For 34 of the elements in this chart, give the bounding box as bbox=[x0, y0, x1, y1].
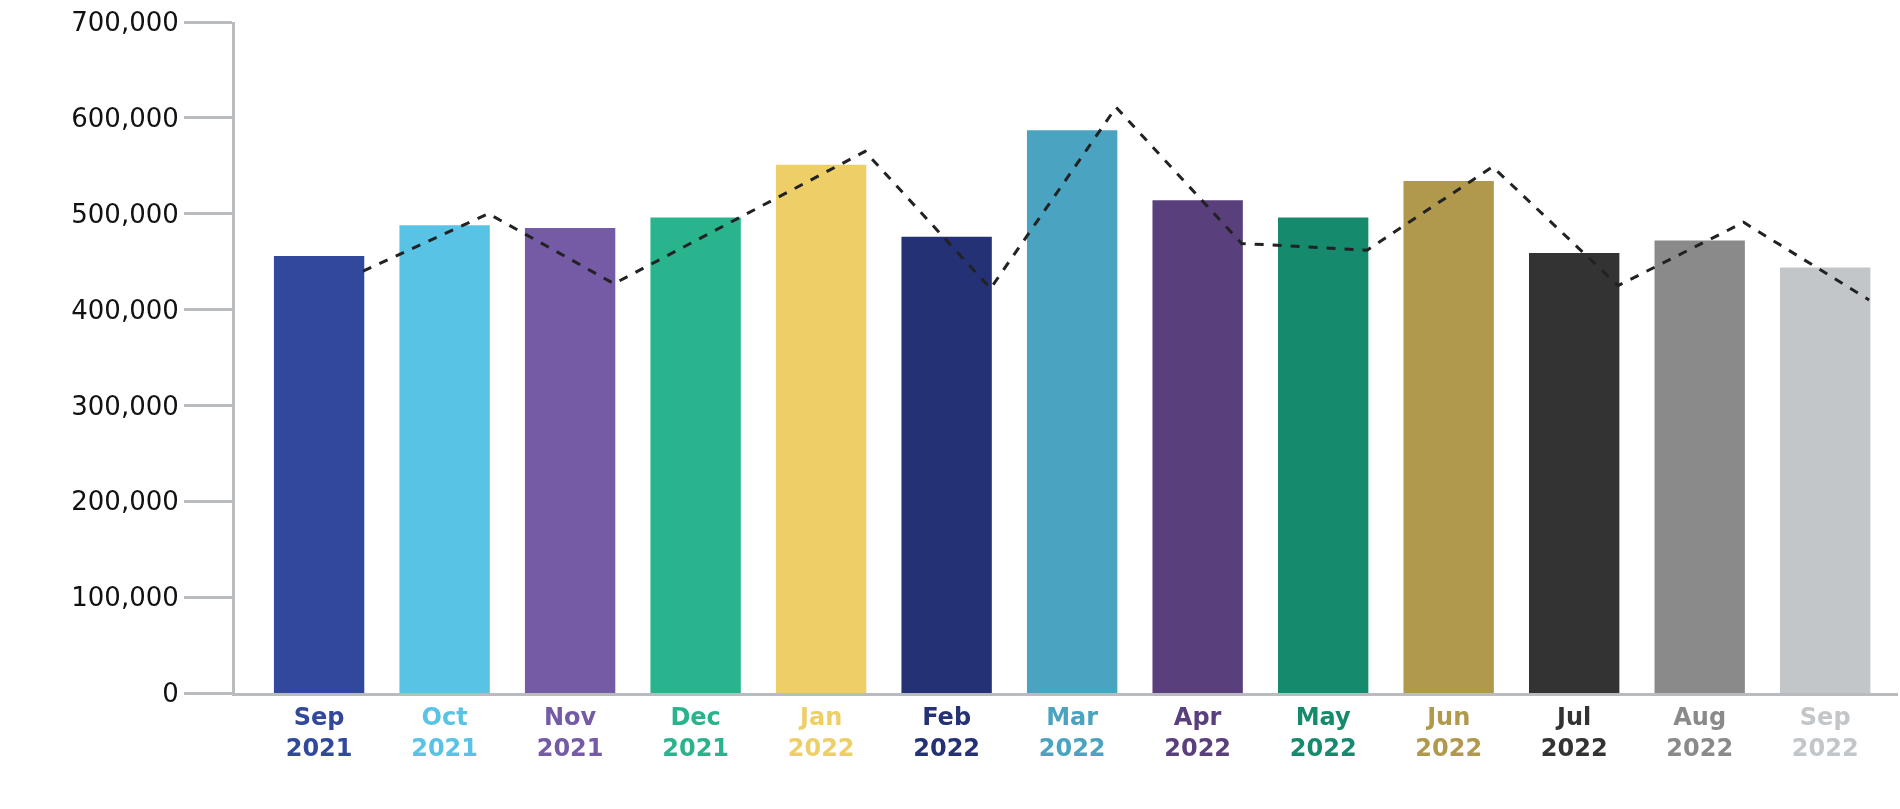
bar bbox=[775, 164, 867, 693]
y-tick-label: 300,000 bbox=[71, 390, 179, 421]
y-tick-label: 100,000 bbox=[71, 582, 179, 613]
bar bbox=[1529, 253, 1620, 693]
y-tick-label: 700,000 bbox=[71, 7, 179, 38]
x-tick-label: Aug 2022 bbox=[1666, 702, 1734, 762]
x-tick-label: Sep 2021 bbox=[285, 702, 353, 762]
x-tick-label: May 2022 bbox=[1289, 702, 1357, 762]
x-tick-label: Apr 2022 bbox=[1164, 702, 1232, 762]
y-tick-label: 200,000 bbox=[71, 486, 179, 517]
x-tick-label: Feb 2022 bbox=[913, 702, 981, 762]
line-series bbox=[361, 105, 1871, 302]
bar bbox=[901, 236, 992, 693]
x-tick-label: Dec 2021 bbox=[662, 702, 730, 762]
bar bbox=[273, 255, 365, 693]
x-tick-label: Oct 2021 bbox=[411, 702, 478, 762]
y-tick-label: 400,000 bbox=[71, 294, 179, 325]
bar bbox=[524, 228, 616, 693]
y-tick-label: 500,000 bbox=[71, 198, 179, 229]
bar bbox=[1026, 130, 1118, 693]
bar bbox=[650, 217, 741, 693]
bar bbox=[399, 225, 490, 693]
bar bbox=[1654, 240, 1745, 693]
x-tick-label: Nov 2021 bbox=[536, 702, 604, 762]
x-tick-label: Sep 2022 bbox=[1791, 702, 1859, 762]
bar bbox=[1277, 217, 1369, 693]
y-tick-label: 600,000 bbox=[71, 102, 179, 133]
x-tick-label: Jan 2022 bbox=[787, 702, 855, 762]
bar bbox=[1403, 181, 1494, 693]
x-tick-label: Mar 2022 bbox=[1038, 702, 1106, 762]
y-tick-label: 0 bbox=[162, 678, 179, 709]
x-tick-label: Jul 2022 bbox=[1540, 702, 1608, 762]
x-tick-label: Jun 2022 bbox=[1415, 702, 1483, 762]
bar bbox=[1152, 200, 1243, 693]
